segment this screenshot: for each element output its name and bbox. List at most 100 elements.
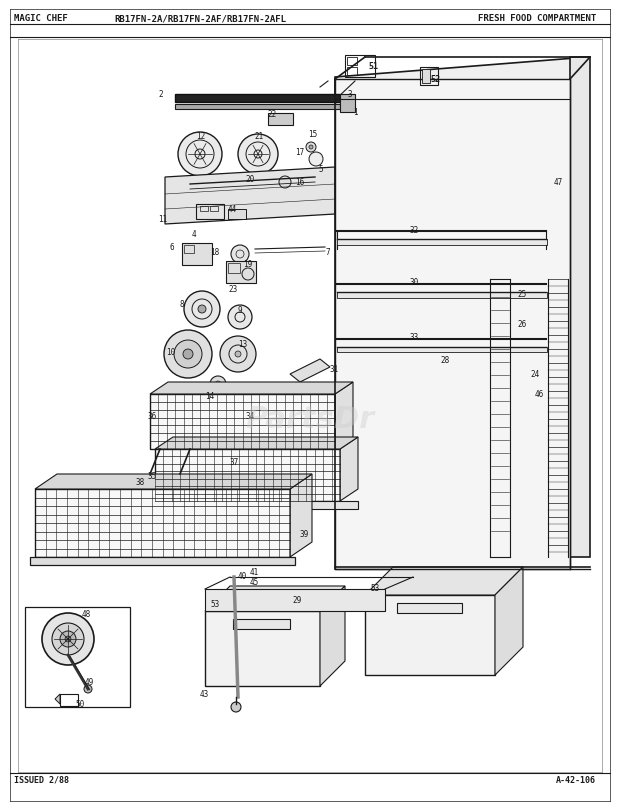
Polygon shape <box>335 58 588 100</box>
Text: PartsDr: PartsDr <box>246 405 374 434</box>
Text: ISSUED 2/88: ISSUED 2/88 <box>14 775 69 784</box>
Text: FRESH FOOD COMPARTMENT: FRESH FOOD COMPARTMENT <box>478 14 596 23</box>
Text: A-42-106: A-42-106 <box>556 775 596 784</box>
Text: 53: 53 <box>370 583 379 592</box>
Circle shape <box>183 350 193 359</box>
Bar <box>175 105 340 109</box>
Circle shape <box>235 351 241 358</box>
Bar <box>345 56 375 78</box>
Text: 39: 39 <box>300 530 309 539</box>
Bar <box>226 262 256 284</box>
Bar <box>337 348 547 353</box>
Text: 8: 8 <box>180 299 185 309</box>
Text: 22: 22 <box>267 109 277 119</box>
Polygon shape <box>165 168 335 225</box>
Circle shape <box>220 337 256 372</box>
Polygon shape <box>150 383 353 394</box>
Circle shape <box>65 636 71 642</box>
Text: RB17FN-2A/RB17FN-2AF/RB17FN-2AFL: RB17FN-2A/RB17FN-2AF/RB17FN-2AFL <box>114 14 286 23</box>
Text: 51: 51 <box>368 62 378 71</box>
Bar <box>233 620 290 629</box>
Bar <box>422 70 430 84</box>
Text: 4: 4 <box>192 230 197 238</box>
Bar <box>30 557 295 565</box>
Circle shape <box>174 341 202 368</box>
Polygon shape <box>335 383 353 449</box>
Circle shape <box>309 146 313 150</box>
Circle shape <box>84 685 92 693</box>
Text: 35: 35 <box>148 471 157 480</box>
Circle shape <box>184 292 220 328</box>
Bar <box>155 449 340 501</box>
Circle shape <box>228 306 252 329</box>
Text: 16: 16 <box>295 178 304 187</box>
Circle shape <box>178 133 222 177</box>
Bar <box>228 264 240 273</box>
Text: 3: 3 <box>348 90 353 99</box>
Bar <box>365 595 495 676</box>
Text: 1: 1 <box>353 108 358 117</box>
Polygon shape <box>290 474 312 557</box>
Text: 37: 37 <box>230 457 239 466</box>
Polygon shape <box>205 586 345 611</box>
Text: 36: 36 <box>148 411 157 420</box>
Text: 28: 28 <box>440 355 450 365</box>
Text: 47: 47 <box>554 178 563 187</box>
Bar <box>205 611 320 686</box>
Text: 46: 46 <box>535 389 544 398</box>
Bar <box>570 58 590 557</box>
Text: 11: 11 <box>158 215 167 224</box>
Bar <box>35 489 290 557</box>
Text: MAGIC CHEF: MAGIC CHEF <box>14 14 68 23</box>
Text: 19: 19 <box>243 260 252 268</box>
Circle shape <box>198 306 206 314</box>
Text: 38: 38 <box>135 478 144 487</box>
Circle shape <box>210 376 226 393</box>
Text: 41: 41 <box>250 568 259 577</box>
Bar <box>337 240 547 246</box>
Circle shape <box>231 246 249 264</box>
Text: 45: 45 <box>250 577 259 586</box>
Text: 34: 34 <box>245 411 254 420</box>
Bar <box>184 246 194 254</box>
Bar <box>196 204 224 220</box>
Text: 26: 26 <box>517 320 526 328</box>
Polygon shape <box>290 359 330 383</box>
Circle shape <box>309 152 323 167</box>
Circle shape <box>60 631 76 647</box>
Bar <box>210 207 218 212</box>
Bar <box>340 95 355 113</box>
Text: 40: 40 <box>238 571 247 581</box>
Text: 20: 20 <box>245 175 254 184</box>
Circle shape <box>306 143 316 152</box>
Text: 24: 24 <box>530 370 539 379</box>
Bar <box>268 114 293 126</box>
Polygon shape <box>320 586 345 686</box>
Text: 32: 32 <box>410 225 419 234</box>
Polygon shape <box>155 437 358 449</box>
Bar <box>228 210 246 220</box>
Bar <box>150 394 335 449</box>
Text: 10: 10 <box>166 348 175 357</box>
Text: 13: 13 <box>238 340 247 349</box>
Text: 6: 6 <box>170 242 175 251</box>
Polygon shape <box>495 568 523 676</box>
Bar <box>147 501 358 509</box>
Circle shape <box>42 613 94 665</box>
Text: 53: 53 <box>210 599 219 608</box>
Bar <box>25 607 130 707</box>
Text: 23: 23 <box>228 285 237 294</box>
Text: 25: 25 <box>517 290 526 298</box>
Text: 7: 7 <box>325 247 330 257</box>
Text: 18: 18 <box>210 247 219 257</box>
Polygon shape <box>55 694 60 704</box>
Text: 14: 14 <box>205 392 215 401</box>
Text: 49: 49 <box>85 677 94 686</box>
Circle shape <box>52 623 84 655</box>
Text: 48: 48 <box>82 609 91 618</box>
Text: 33: 33 <box>410 333 419 341</box>
Bar <box>335 80 570 569</box>
Text: 5: 5 <box>318 165 322 174</box>
Bar <box>420 68 438 86</box>
Bar <box>337 293 547 298</box>
